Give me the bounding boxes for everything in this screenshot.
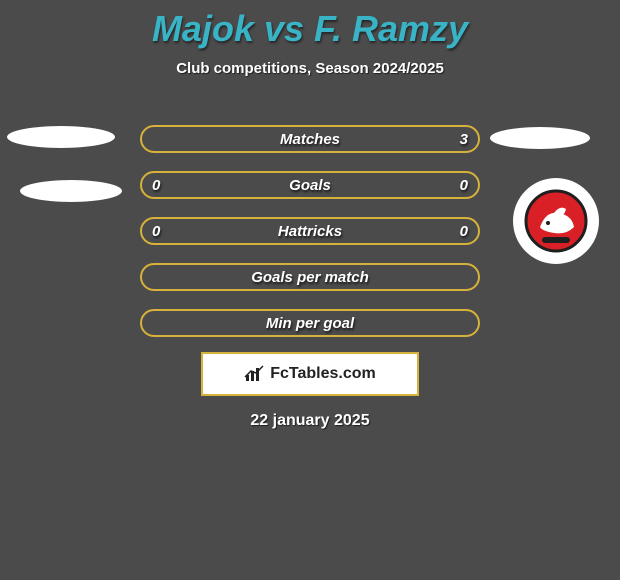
- page-title: Majok vs F. Ramzy: [0, 0, 620, 50]
- madura-united-icon: [524, 189, 588, 253]
- page-subtitle: Club competitions, Season 2024/2025: [0, 60, 620, 77]
- stat-row-goals: 0 Goals 0: [140, 171, 480, 199]
- brand-box[interactable]: FcTables.com: [201, 352, 419, 396]
- stat-right-value: 0: [460, 177, 468, 194]
- stats-table: Matches 3 0 Goals 0 0 Hattricks 0 Goals …: [140, 125, 480, 355]
- stat-label: Goals: [289, 177, 331, 194]
- brand-name: FcTables.com: [270, 365, 376, 383]
- player1-photo-placeholder: [7, 126, 115, 148]
- stat-row-goals-per-match: Goals per match: [140, 263, 480, 291]
- player2-photo-placeholder: [490, 127, 590, 149]
- stat-right-value: 3: [460, 131, 468, 148]
- stat-left-value: 0: [152, 223, 160, 240]
- brand-label: FcTables.com: [244, 365, 376, 383]
- bar-chart-icon: [244, 365, 266, 383]
- stat-left-value: 0: [152, 177, 160, 194]
- player1-club-placeholder: [20, 180, 122, 202]
- stat-row-hattricks: 0 Hattricks 0: [140, 217, 480, 245]
- stat-label: Goals per match: [251, 269, 369, 286]
- footer-date: 22 january 2025: [0, 412, 620, 430]
- stat-label: Min per goal: [266, 315, 354, 332]
- stat-label: Hattricks: [278, 223, 342, 240]
- stat-right-value: 0: [460, 223, 468, 240]
- stat-row-min-per-goal: Min per goal: [140, 309, 480, 337]
- stat-row-matches: Matches 3: [140, 125, 480, 153]
- stat-label: Matches: [280, 131, 340, 148]
- player2-club-badge: [513, 178, 599, 264]
